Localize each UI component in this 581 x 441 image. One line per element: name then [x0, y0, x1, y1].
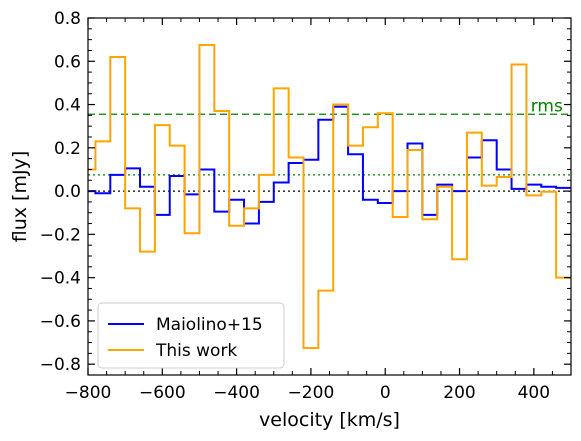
legend: Maiolino+15 This work	[97, 302, 285, 369]
y-tick-label: 0.4	[54, 96, 81, 116]
x-tick-label: 200	[443, 383, 475, 403]
rms-annotation: rms	[531, 96, 563, 116]
x-tick-label: 0	[380, 383, 391, 403]
series-line-this-work	[88, 44, 571, 349]
y-tick-label: 0.2	[54, 139, 81, 159]
x-tick-label: −400	[213, 383, 260, 403]
x-axis-label: velocity [km/s]	[259, 409, 400, 431]
legend-frame	[97, 302, 285, 369]
y-tick-label: −0.2	[40, 225, 81, 245]
ticks-layer: −800 −600 −400 −200 0 200 400 −0.8 −0.6 −0.4 −0.2 0…	[40, 9, 572, 403]
legend-label-this-work: This work	[155, 341, 237, 361]
y-tick-label: −0.4	[40, 269, 81, 289]
reference-lines	[88, 113, 571, 192]
legend-label-maiolino: Maiolino+15	[156, 315, 263, 335]
y-axis-label: flux [mJy]	[9, 151, 31, 242]
y-tick-label: 0.6	[54, 52, 81, 72]
series-line-maiolino	[88, 105, 571, 225]
x-tick-label: 400	[518, 383, 550, 403]
y-tick-label: 0.0	[54, 182, 81, 202]
x-tick-label: −800	[65, 383, 112, 403]
x-tick-label: −600	[139, 383, 186, 403]
x-tick-label: −200	[288, 383, 335, 403]
annotation-layer: rms	[531, 96, 563, 116]
y-tick-label: −0.6	[40, 312, 81, 332]
y-tick-label: −0.8	[40, 355, 81, 375]
series-layer	[88, 44, 571, 349]
y-tick-label: 0.8	[54, 9, 81, 29]
